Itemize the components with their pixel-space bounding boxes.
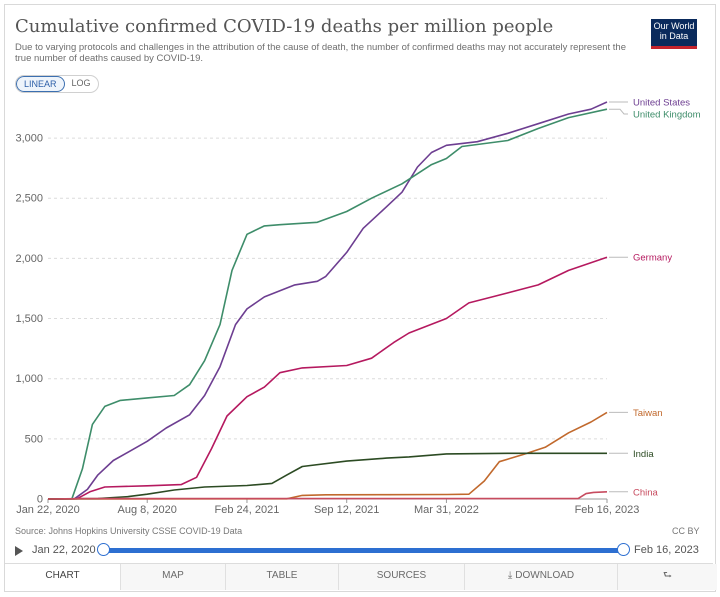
- tab-table[interactable]: TABLE: [225, 564, 338, 590]
- logo-line-2: in Data: [659, 31, 689, 41]
- line-chart: 0 500 1,000 1,500 2,000 2,500 3,000 Jan 22, 202…: [15, 98, 701, 517]
- linear-scale-button[interactable]: LINEAR: [16, 76, 65, 92]
- timeline-start-label: Jan 22, 2020: [32, 544, 96, 556]
- label-connector: [609, 108, 628, 115]
- tab-sources[interactable]: SOURCES: [338, 564, 464, 590]
- owid-logo[interactable]: Our World in Data: [651, 19, 697, 49]
- share-button[interactable]: ⮑: [617, 564, 717, 590]
- timeline: Jan 22, 2020 Feb 16, 2023: [0, 540, 710, 562]
- x-tick-label: Feb 24, 2021: [215, 504, 280, 516]
- series-line-germany: [47, 256, 608, 500]
- tab-bar: CHART MAP TABLE SOURCES ⤓ DOWNLOAD ⮑: [5, 563, 717, 590]
- series-line-india: [47, 452, 607, 500]
- series-line-united-kingdom: [47, 108, 608, 500]
- series-label-taiwan: Taiwan: [633, 408, 663, 419]
- x-tick-label: Sep 12, 2021: [314, 504, 379, 516]
- series-label-germany: Germany: [633, 253, 672, 264]
- y-tick-label: 0: [37, 494, 43, 506]
- y-tick-label: 3,000: [15, 133, 43, 145]
- license-link[interactable]: CC BY: [672, 526, 700, 536]
- tab-download-label: DOWNLOAD: [515, 570, 575, 581]
- timeline-end-label: Feb 16, 2023: [634, 544, 699, 556]
- series-line-taiwan: [47, 411, 608, 500]
- source-note: Source: Johns Hopkins University CSSE CO…: [15, 526, 243, 536]
- y-tick-label: 1,500: [15, 313, 43, 325]
- download-icon: ⤓: [507, 570, 513, 581]
- scale-toggle: LINEAR LOG: [15, 75, 99, 93]
- series-label-united-states: United States: [633, 98, 690, 109]
- timeline-track[interactable]: [102, 548, 624, 553]
- series-label-united-kingdom: United Kingdom: [633, 110, 701, 121]
- x-tick-label: Jan 22, 2020: [16, 504, 80, 516]
- y-tick-label: 2,000: [15, 253, 43, 265]
- timeline-end-handle[interactable]: [617, 543, 630, 556]
- y-tick-label: 500: [25, 433, 43, 445]
- chart-subtitle: Due to varying protocols and challenges …: [15, 42, 627, 64]
- x-tick-label: Aug 8, 2020: [118, 504, 177, 516]
- log-scale-button[interactable]: LOG: [71, 78, 91, 88]
- chart-title: Cumulative confirmed COVID-19 deaths per…: [15, 16, 554, 37]
- x-tick-label: Feb 16, 2023: [575, 504, 640, 516]
- share-icon: ⮑: [663, 570, 672, 581]
- tab-chart[interactable]: CHART: [5, 564, 120, 590]
- tab-map[interactable]: MAP: [120, 564, 225, 590]
- logo-line-1: Our World: [653, 21, 695, 31]
- x-tick-label: Mar 31, 2022: [414, 504, 479, 516]
- y-tick-label: 1,000: [15, 373, 43, 385]
- tab-download[interactable]: ⤓ DOWNLOAD: [464, 564, 617, 590]
- series-label-china: China: [633, 487, 659, 498]
- series-line-united-states: [47, 101, 608, 500]
- y-tick-label: 2,500: [15, 193, 43, 205]
- series-line-china: [47, 491, 608, 500]
- series-label-india: India: [633, 449, 654, 460]
- timeline-start-handle[interactable]: [97, 543, 110, 556]
- play-icon[interactable]: [15, 546, 23, 556]
